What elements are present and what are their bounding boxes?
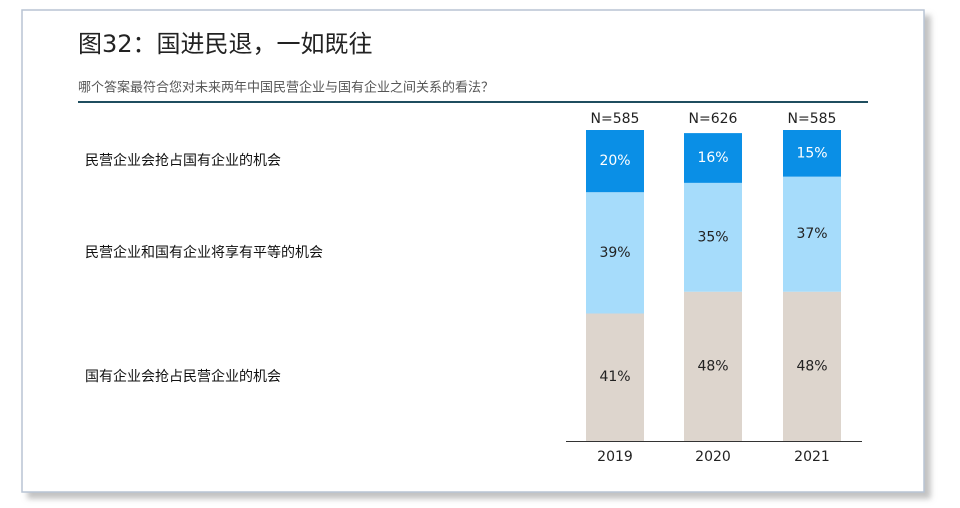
value-label: 48%	[697, 358, 728, 374]
value-label: 15%	[796, 145, 827, 161]
legend-label: 民营企业会抢占国有企业的机会	[85, 152, 281, 169]
value-label: 48%	[796, 358, 827, 374]
value-label: 20%	[599, 153, 630, 169]
bar-segment	[783, 291, 841, 441]
chart-subtitle: 哪个答案最符合您对未来两年中国民营企业与国有企业之间关系的看法？	[78, 80, 494, 96]
bar-segment	[684, 291, 742, 441]
x-tick-label: 2021	[794, 449, 830, 465]
value-label: 35%	[697, 229, 728, 245]
value-label: 37%	[796, 226, 827, 242]
value-label: 41%	[599, 369, 630, 385]
bar-segment	[684, 182, 742, 292]
x-tick-label: 2019	[597, 449, 633, 465]
bar-segment	[783, 176, 841, 292]
n-label: N=626	[689, 111, 738, 127]
n-label: N=585	[591, 111, 640, 127]
chart-title: 图32：国进民退，一如既往	[78, 30, 373, 58]
bar-segment	[684, 133, 742, 183]
legend-label: 民营企业和国有企业将享有平等的机会	[85, 244, 323, 261]
bar-segment	[586, 313, 644, 441]
bar-segment	[586, 192, 644, 314]
x-tick-label: 2020	[695, 449, 731, 465]
card	[21, 9, 925, 493]
value-label: 16%	[697, 150, 728, 166]
n-label: N=585	[788, 111, 837, 127]
value-label: 39%	[599, 245, 630, 261]
bar-segment	[586, 130, 644, 193]
legend-label: 国有企业会抢占民营企业的机会	[85, 368, 281, 385]
bar-segment	[783, 130, 841, 177]
